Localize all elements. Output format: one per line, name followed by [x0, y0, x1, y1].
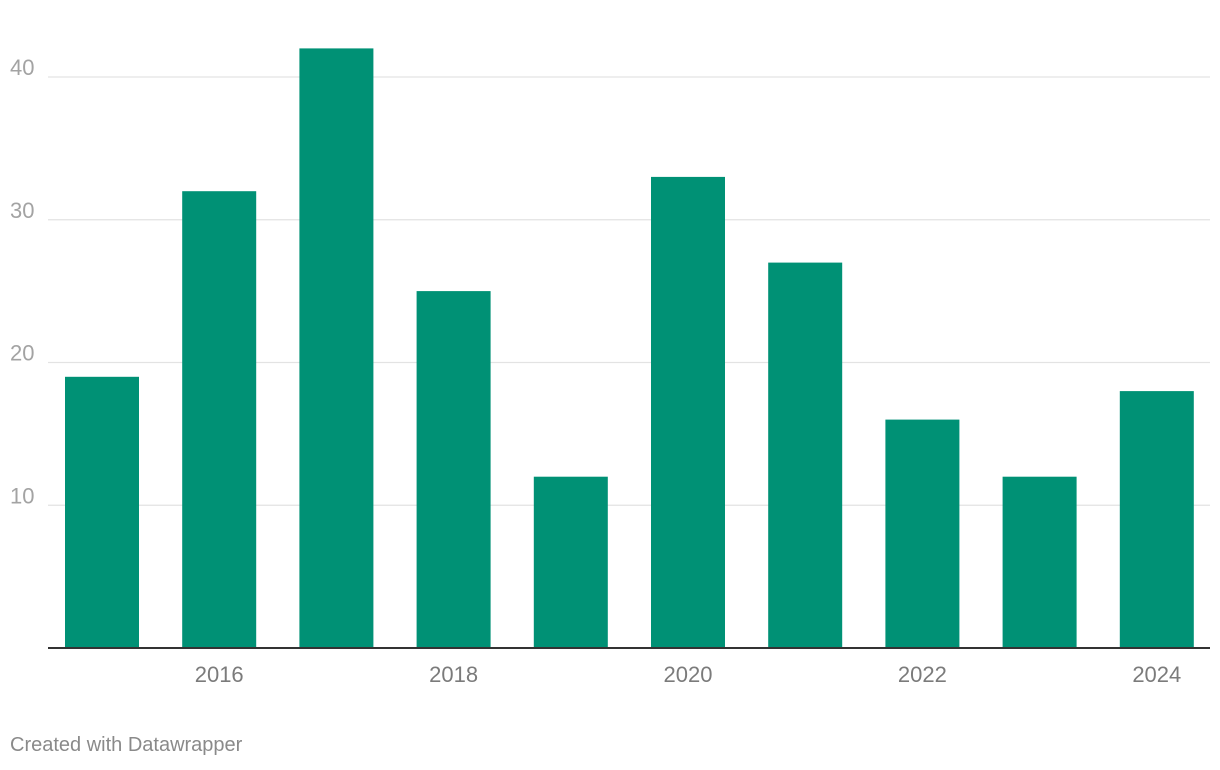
bar-2019: [533, 476, 608, 648]
x-tick-label-2024: 2024: [1132, 662, 1181, 687]
y-tick-label: 10: [10, 483, 34, 508]
bar-2018: [416, 291, 491, 648]
y-tick-label: 20: [10, 341, 34, 366]
x-tick-label-2022: 2022: [898, 662, 947, 687]
y-tick-label: 40: [10, 55, 34, 80]
bar-2023: [1002, 476, 1077, 648]
bar-2016: [182, 191, 257, 648]
y-axis-ticks: 10 20 30 40: [10, 55, 34, 508]
x-axis-ticks: 2016 2018 2020 2022 2024: [195, 662, 1182, 687]
bar-2022: [885, 419, 960, 648]
bar-2020: [651, 176, 725, 648]
x-tick-label-2018: 2018: [429, 662, 478, 687]
bars: [65, 48, 1194, 648]
credit-text: Created with Datawrapper: [10, 734, 243, 756]
y-tick-label: 30: [10, 198, 34, 223]
bar-2021: [768, 262, 843, 648]
x-tick-label-2016: 2016: [195, 662, 244, 687]
bar-2015: [65, 376, 139, 648]
x-tick-label-2020: 2020: [664, 662, 713, 687]
bar-2017: [299, 48, 374, 648]
bar-2024: [1119, 391, 1194, 648]
